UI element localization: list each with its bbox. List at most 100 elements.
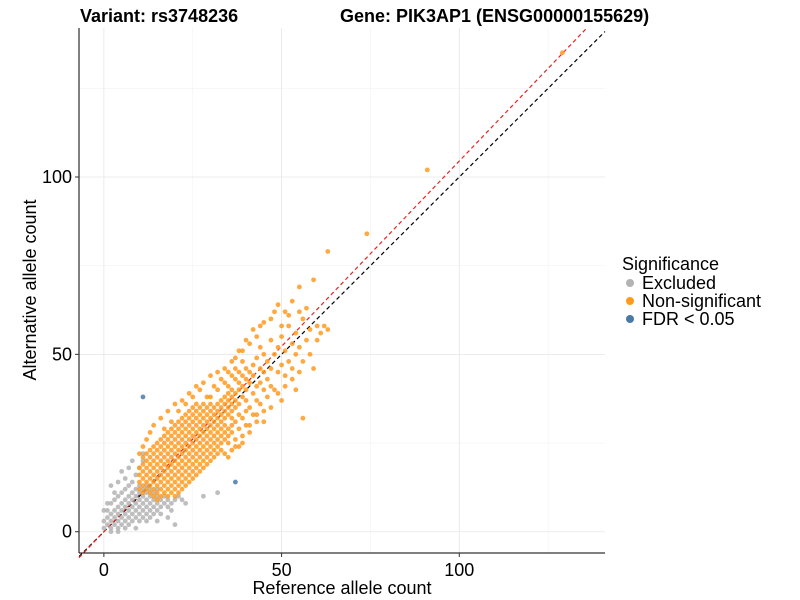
data-point [119, 500, 125, 506]
data-point [197, 405, 203, 410]
data-point [254, 334, 260, 340]
data-point [137, 518, 142, 524]
data-point [236, 369, 242, 375]
data-point [222, 437, 228, 442]
data-point [140, 461, 146, 467]
data-point [190, 405, 196, 410]
data-point [257, 366, 263, 371]
data-point [144, 472, 149, 478]
data-point [112, 522, 117, 528]
data-point [225, 454, 231, 460]
data-point [165, 493, 171, 499]
data-point [126, 500, 132, 506]
data-point [158, 465, 164, 471]
data-point [147, 454, 153, 460]
legend-swatch [626, 279, 634, 287]
data-point [129, 504, 135, 510]
data-point [208, 408, 213, 414]
data-point [172, 465, 178, 471]
data-point [218, 419, 224, 425]
y-tick-label: 100 [42, 167, 72, 187]
data-point [172, 486, 178, 492]
data-point [197, 454, 203, 460]
data-point [126, 508, 132, 513]
data-point [200, 458, 206, 464]
data-point [250, 373, 256, 379]
data-point [236, 380, 242, 386]
data-point [154, 454, 160, 460]
data-point [137, 465, 142, 471]
data-point [140, 454, 146, 460]
data-point [151, 458, 157, 464]
data-point [286, 359, 292, 364]
data-point [144, 486, 149, 492]
data-point [165, 451, 171, 457]
data-point [190, 476, 196, 481]
data-point [129, 458, 135, 464]
data-point [250, 327, 256, 332]
data-point [232, 390, 238, 396]
data-point [169, 447, 174, 453]
data-point [268, 316, 274, 322]
data-point [161, 440, 167, 446]
data-point [154, 469, 160, 474]
data-point [183, 433, 189, 439]
data-point [133, 525, 139, 531]
data-point [208, 429, 213, 435]
data-point [169, 426, 174, 432]
data-point [232, 437, 238, 442]
legend-item: Excluded [626, 273, 716, 293]
data-point [289, 366, 295, 371]
series-non-significant [137, 50, 565, 503]
data-point [232, 376, 238, 382]
data-point [243, 337, 249, 343]
data-point [158, 451, 164, 457]
reference-line-identity [78, 31, 606, 557]
data-point [165, 515, 171, 520]
data-point [215, 437, 221, 442]
data-point [161, 426, 167, 432]
data-point [307, 351, 313, 357]
data-point [215, 422, 221, 428]
data-point [193, 458, 199, 464]
data-point [321, 323, 327, 329]
data-point [268, 366, 274, 371]
data-point [300, 359, 306, 364]
data-point [169, 508, 174, 513]
data-point [186, 444, 192, 449]
data-point [126, 522, 132, 528]
data-point [225, 440, 231, 446]
data-point [158, 415, 164, 421]
data-point [183, 469, 189, 474]
data-point [193, 472, 199, 478]
data-point [211, 447, 217, 453]
data-point [229, 429, 235, 435]
data-point [112, 515, 117, 520]
data-point [243, 366, 249, 371]
data-point [311, 366, 316, 371]
data-point [172, 429, 178, 435]
data-point [144, 511, 149, 517]
data-point [133, 486, 139, 492]
data-point [272, 387, 277, 393]
data-point [161, 500, 167, 506]
data-point [215, 429, 221, 435]
chart-title-variant: Variant: rs3748236 [80, 6, 238, 26]
data-point [208, 444, 213, 449]
data-point [172, 437, 178, 442]
data-point [108, 518, 114, 524]
data-point [144, 437, 149, 442]
data-point [105, 500, 110, 506]
data-point [140, 483, 146, 489]
data-point [218, 447, 224, 453]
data-points [101, 50, 565, 535]
data-point [154, 461, 160, 467]
data-point [279, 398, 284, 403]
data-point [225, 369, 231, 375]
data-point [204, 454, 210, 460]
data-point [105, 522, 110, 528]
data-point [236, 387, 242, 393]
data-point [211, 383, 217, 389]
data-point [197, 440, 203, 446]
data-point [172, 497, 178, 503]
